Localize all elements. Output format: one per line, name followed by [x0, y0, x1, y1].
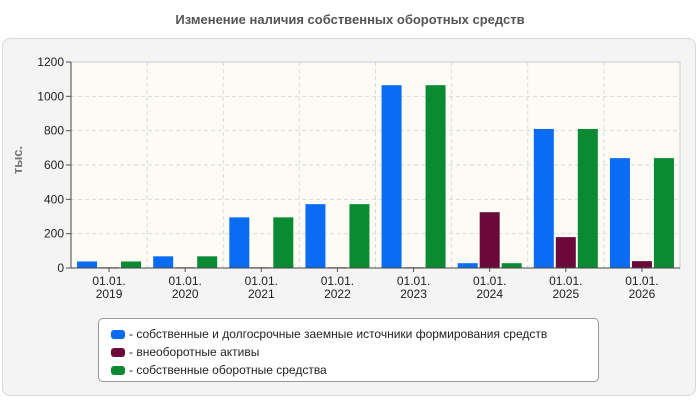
- x-tick-label: 01.01. 2021: [245, 274, 278, 301]
- x-tick-label: 01.01. 2019: [92, 274, 125, 301]
- bar: [273, 217, 294, 268]
- legend-swatch-icon: [111, 365, 125, 375]
- legend-label: - внеоборотные активы: [129, 345, 260, 359]
- bar: [631, 261, 652, 268]
- legend-swatch-icon: [111, 347, 125, 357]
- y-tick-label: 1200: [37, 55, 64, 69]
- chart-title: Изменение наличия собственных оборотных …: [175, 12, 525, 27]
- y-tick-label: 600: [44, 158, 64, 172]
- bar: [577, 128, 598, 268]
- x-tick-label: 01.01. 2023: [397, 274, 430, 301]
- bar: [457, 263, 478, 268]
- y-tick-label: 800: [44, 124, 64, 138]
- bar: [349, 204, 370, 268]
- x-tick-label: 01.01. 2025: [549, 274, 582, 301]
- bar: [121, 261, 142, 268]
- x-tick-label: 01.01. 2020: [169, 274, 202, 301]
- legend-item: - внеоборотные активы: [111, 343, 598, 361]
- x-tick-label: 01.01. 2022: [321, 274, 354, 301]
- x-tick-label: 01.01. 2024: [473, 274, 506, 301]
- chart-legend: - собственные и долгосрочные заемные ист…: [98, 318, 599, 382]
- bar: [609, 158, 630, 268]
- bar: [425, 85, 446, 268]
- bar: [501, 263, 522, 268]
- legend-item: - собственные и долгосрочные заемные ист…: [111, 325, 598, 343]
- bar: [305, 204, 326, 268]
- legend-item: - собственные оборотные средства: [111, 361, 598, 379]
- bar: [197, 256, 218, 268]
- legend-label: - собственные и долгосрочные заемные ист…: [129, 327, 548, 341]
- bar: [479, 212, 500, 268]
- legend-label: - собственные оборотные средства: [129, 363, 327, 377]
- y-tick-label: 0: [57, 261, 64, 275]
- y-tick-label: 1000: [37, 89, 64, 103]
- bar: [229, 217, 250, 268]
- legend-swatch-icon: [111, 329, 125, 339]
- y-axis-label: тыс.: [10, 146, 25, 174]
- bar: [153, 256, 174, 268]
- y-tick-label: 400: [44, 192, 64, 206]
- bar: [653, 158, 674, 268]
- bar: [77, 261, 98, 268]
- bar: [381, 85, 402, 268]
- bar: [533, 128, 554, 268]
- y-tick-label: 200: [44, 227, 64, 241]
- x-tick-label: 01.01. 2026: [625, 274, 658, 301]
- bar: [555, 237, 576, 268]
